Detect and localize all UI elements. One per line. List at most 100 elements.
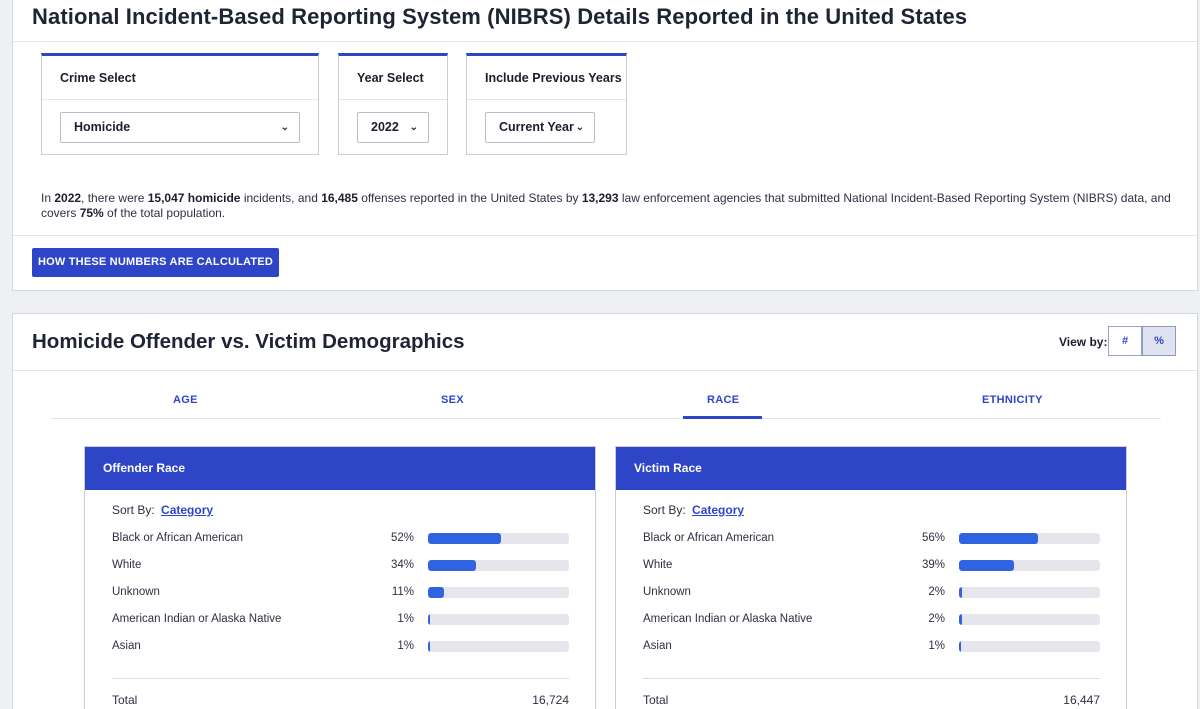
row-value: 1%: [397, 613, 414, 625]
row-label: White: [112, 559, 142, 571]
total-label: Total: [112, 693, 138, 707]
victim-race-panel: Victim Race Sort By: Category Black or A…: [615, 446, 1127, 709]
victim-total: Total 16,447: [643, 693, 1100, 707]
list-item: White 34%: [112, 557, 572, 575]
list-item: American Indian or Alaska Native 2%: [643, 611, 1103, 629]
bar-track: [428, 560, 569, 571]
bar-fill: [959, 641, 962, 652]
list-item: Unknown 11%: [112, 584, 572, 602]
tab-age[interactable]: AGE: [173, 394, 198, 406]
bar-fill: [428, 533, 502, 544]
row-value: 2%: [928, 613, 945, 625]
divider: [112, 678, 569, 679]
offender-race-title: Offender Race: [85, 447, 595, 490]
divider: [467, 99, 626, 100]
previous-years-box: Include Previous Years Current Year ⌄: [466, 53, 627, 155]
tab-ethnicity[interactable]: ETHNICITY: [982, 394, 1043, 406]
row-value: 39%: [921, 559, 945, 571]
sort-by-category-link[interactable]: Category: [161, 503, 214, 517]
divider: [13, 370, 1197, 371]
summary-crime: homicide: [187, 191, 241, 205]
list-item: Asian 1%: [643, 638, 1103, 656]
crime-select-dropdown[interactable]: Homicide ⌄: [60, 112, 300, 143]
row-value: 2%: [928, 586, 945, 598]
year-select-dropdown[interactable]: 2022 ⌄: [357, 112, 429, 143]
row-label: Asian: [643, 640, 672, 652]
divider: [13, 41, 1197, 42]
tab-race[interactable]: RACE: [707, 394, 740, 406]
row-label: American Indian or Alaska Native: [643, 613, 813, 625]
bar-track: [959, 641, 1100, 652]
divider: [13, 235, 1197, 236]
bar-fill: [428, 560, 476, 571]
summary-incidents: 15,047: [147, 191, 185, 205]
offender-race-panel: Offender Race Sort By: Category Black or…: [84, 446, 596, 709]
section-title: Homicide Offender vs. Victim Demographic…: [32, 330, 465, 353]
sort-by-label: Sort By:: [643, 503, 686, 517]
list-item: Unknown 2%: [643, 584, 1103, 602]
active-tab-indicator: [683, 416, 762, 419]
bar-fill: [428, 587, 444, 598]
bar-fill: [959, 614, 962, 625]
summary-coverage: 75%: [79, 206, 104, 220]
view-count-button[interactable]: #: [1108, 326, 1142, 356]
bar-fill: [959, 587, 962, 598]
bar-fill: [959, 560, 1014, 571]
bar-track: [428, 641, 569, 652]
list-item: Asian 1%: [112, 638, 572, 656]
bar-track: [428, 614, 569, 625]
sort-by-label: Sort By:: [112, 503, 155, 517]
row-value: 34%: [390, 559, 414, 571]
total-value: 16,724: [532, 693, 569, 707]
chevron-down-icon: ⌄: [280, 122, 289, 133]
row-value: 52%: [390, 532, 414, 544]
year-select-box: Year Select 2022 ⌄: [338, 53, 448, 155]
row-value: 1%: [397, 640, 414, 652]
list-item: White 39%: [643, 557, 1103, 575]
bar-fill: [959, 533, 1038, 544]
previous-years-dropdown[interactable]: Current Year ⌄: [485, 112, 595, 143]
row-value: 56%: [921, 532, 945, 544]
previous-years-value: Current Year: [499, 120, 574, 134]
row-label: Unknown: [643, 586, 691, 598]
summary-agencies: 13,293: [581, 191, 619, 205]
row-label: Asian: [112, 640, 141, 652]
bar-track: [959, 533, 1100, 544]
summary-offenses: 16,485: [321, 191, 358, 205]
bar-fill: [428, 641, 431, 652]
offender-sort-by: Sort By: Category: [112, 503, 213, 517]
list-item: American Indian or Alaska Native 1%: [112, 611, 572, 629]
bar-track: [428, 533, 569, 544]
bar-track: [959, 587, 1100, 598]
divider: [339, 99, 447, 100]
how-calculated-button[interactable]: HOW THESE NUMBERS ARE CALCULATED: [32, 248, 279, 277]
crime-select-label: Crime Select: [60, 71, 136, 85]
tab-sex[interactable]: SEX: [441, 394, 464, 406]
tabs-divider: [51, 418, 1161, 419]
summary-text: In 2022, there were 15,047 homicide inci…: [41, 191, 1171, 220]
crime-select-value: Homicide: [74, 120, 131, 134]
year-select-value: 2022: [371, 120, 399, 134]
view-percent-button[interactable]: %: [1142, 326, 1176, 356]
demographics-card: Homicide Offender vs. Victim Demographic…: [12, 313, 1198, 709]
total-value: 16,447: [1063, 693, 1100, 707]
divider: [643, 678, 1100, 679]
bar-track: [959, 614, 1100, 625]
row-value: 1%: [928, 640, 945, 652]
victim-sort-by: Sort By: Category: [643, 503, 744, 517]
bar-fill: [428, 614, 431, 625]
row-label: Black or African American: [643, 532, 775, 544]
offender-total: Total 16,724: [112, 693, 569, 707]
row-label: Black or African American: [112, 532, 244, 544]
year-select-label: Year Select: [357, 71, 424, 85]
list-item: Black or African American 52%: [112, 530, 572, 548]
bar-track: [428, 587, 569, 598]
row-label: Unknown: [112, 586, 160, 598]
nibrs-details-card: National Incident-Based Reporting System…: [12, 0, 1198, 291]
chevron-down-icon: ⌄: [575, 122, 584, 133]
row-label: White: [643, 559, 673, 571]
bar-track: [959, 560, 1100, 571]
row-value: 11%: [391, 586, 414, 598]
divider: [42, 99, 318, 100]
sort-by-category-link[interactable]: Category: [692, 503, 745, 517]
